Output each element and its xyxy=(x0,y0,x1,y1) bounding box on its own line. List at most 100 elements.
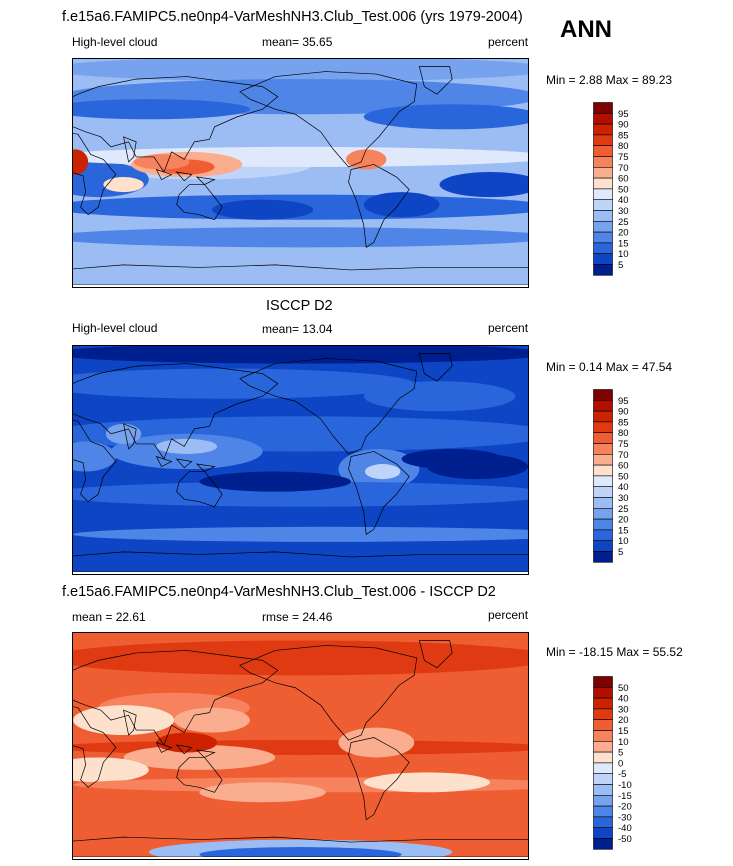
colorbar-swatch xyxy=(593,264,613,276)
colorbar-tick-label: 60 xyxy=(618,461,629,472)
colorbar-tick-label: 50 xyxy=(618,471,629,482)
colorbar-tick-label: 40 xyxy=(618,482,629,493)
colorbar-tick-label: 25 xyxy=(618,217,629,228)
colorbar-swatch xyxy=(593,242,613,254)
colorbar-tick-label: 90 xyxy=(618,407,629,418)
colorbar-tick-label: 85 xyxy=(618,130,629,141)
panel1-minmax: Min = 2.88 Max = 89.23 xyxy=(546,73,673,87)
colorbar-tick-label: 5 xyxy=(618,748,623,759)
colorbar-swatch xyxy=(593,454,613,466)
colorbar-swatch xyxy=(593,551,613,563)
colorbar-swatch xyxy=(593,102,613,114)
colorbar-swatch xyxy=(593,784,613,796)
colorbar-tick-label: 5 xyxy=(618,547,623,558)
panel2-units-label: percent xyxy=(488,321,529,335)
colorbar-tick-label: 0 xyxy=(618,758,623,769)
colorbar-swatch xyxy=(593,231,613,244)
panel2-minmax: Min = 0.14 Max = 47.54 xyxy=(546,360,673,374)
colorbar-swatch xyxy=(593,838,613,850)
colorbar-tick-label: 15 xyxy=(618,238,629,249)
colorbar-tick-label: 20 xyxy=(618,228,629,239)
colorbar-tick-label: -50 xyxy=(618,834,632,845)
colorbar-swatch xyxy=(593,805,613,818)
colorbar-swatch xyxy=(593,751,613,764)
colorbar-swatch xyxy=(593,773,613,785)
colorbar-swatch xyxy=(593,827,613,839)
colorbar-swatch xyxy=(593,432,613,444)
panel3-mean-label: mean = 22.61 xyxy=(72,610,146,624)
colorbar-tick-label: 75 xyxy=(618,439,629,450)
colorbar-tick-label: 30 xyxy=(618,206,629,217)
colorbar-tick-label: 10 xyxy=(618,737,629,748)
panel2-colorbar: 95 90 85 80 75 70 60 50 40 30 25 20 15 10 5 xyxy=(593,389,653,564)
colorbar-swatch xyxy=(593,795,613,807)
colorbar-swatch xyxy=(593,443,613,455)
colorbar-tick-label: -5 xyxy=(618,769,626,780)
colorbar-swatch xyxy=(593,697,613,710)
colorbar-swatch xyxy=(593,730,613,742)
colorbar-swatch xyxy=(593,518,613,531)
panel3-rmse-label: rmse = 24.46 xyxy=(262,610,333,624)
colorbar-swatch xyxy=(593,676,613,688)
colorbar-swatch xyxy=(593,134,613,147)
colorbar-swatch xyxy=(593,687,613,699)
colorbar-swatch xyxy=(593,145,613,157)
panel2-left-label: High-level cloud xyxy=(72,321,158,335)
colorbar-tick-label: 15 xyxy=(618,726,629,737)
colorbar-tick-label: 50 xyxy=(618,683,629,694)
colorbar-tick-label: 10 xyxy=(618,249,629,260)
colorbar-tick-label: 75 xyxy=(618,152,629,163)
colorbar-swatch xyxy=(593,400,613,412)
panel3-map xyxy=(72,632,529,860)
colorbar-swatch xyxy=(593,464,613,477)
colorbar-swatch xyxy=(593,816,613,828)
colorbar-tick-label: 95 xyxy=(618,109,629,120)
colorbar-swatch xyxy=(593,741,613,753)
panel3-title: f.e15a6.FAMIPC5.ne0np4-VarMeshNH3.Club_T… xyxy=(62,584,496,600)
colorbar-tick-label: 40 xyxy=(618,195,629,206)
colorbar-swatch xyxy=(593,167,613,179)
colorbar-tick-label: 90 xyxy=(618,120,629,131)
colorbar-swatch xyxy=(593,708,613,721)
colorbar-tick-label: 60 xyxy=(618,174,629,185)
colorbar-swatch xyxy=(593,113,613,125)
colorbar-swatch xyxy=(593,188,613,201)
colorbar-swatch xyxy=(593,762,613,775)
colorbar-swatch xyxy=(593,221,613,233)
colorbar-swatch xyxy=(593,410,613,423)
colorbar-tick-label: -40 xyxy=(618,823,632,834)
colorbar-swatch xyxy=(593,123,613,136)
colorbar-tick-label: 20 xyxy=(618,515,629,526)
panel1-colorbar: 95 90 85 80 75 70 60 50 40 30 25 20 15 10 5 xyxy=(593,102,653,277)
colorbar-tick-label: -10 xyxy=(618,780,632,791)
colorbar-swatch xyxy=(593,486,613,498)
colorbar-swatch xyxy=(593,210,613,222)
colorbar-swatch xyxy=(593,508,613,520)
colorbar-tick-label: 50 xyxy=(618,184,629,195)
colorbar-tick-label: 30 xyxy=(618,493,629,504)
colorbar-swatch xyxy=(593,497,613,509)
colorbar-tick-label: 70 xyxy=(618,450,629,461)
colorbar-swatch xyxy=(593,389,613,401)
panel1-map xyxy=(72,58,529,288)
panel2-center-label: mean= 13.04 xyxy=(262,322,333,336)
colorbar-tick-label: 70 xyxy=(618,163,629,174)
colorbar-swatch xyxy=(593,475,613,488)
colorbar-tick-label: 80 xyxy=(618,141,629,152)
panel1-center-label: mean= 35.65 xyxy=(262,35,333,49)
colorbar-tick-label: 5 xyxy=(618,260,623,271)
colorbar-swatch xyxy=(593,540,613,552)
panel3-colorbar: 50 40 30 20 15 10 5 0 -5 -10 -15 -20 -30 -40 -50 xyxy=(593,676,653,851)
season-label: ANN xyxy=(560,16,612,43)
colorbar-tick-label: -30 xyxy=(618,812,632,823)
panel3-minmax: Min = -18.15 Max = 55.52 xyxy=(546,645,683,659)
colorbar-tick-label: 85 xyxy=(618,417,629,428)
colorbar-swatch xyxy=(593,529,613,541)
colorbar-swatch xyxy=(593,177,613,190)
colorbar-swatch xyxy=(593,156,613,168)
colorbar-tick-label: 20 xyxy=(618,715,629,726)
colorbar-tick-label: 40 xyxy=(618,694,629,705)
colorbar-swatch xyxy=(593,199,613,211)
colorbar-tick-label: -20 xyxy=(618,802,632,813)
colorbar-swatch xyxy=(593,421,613,434)
